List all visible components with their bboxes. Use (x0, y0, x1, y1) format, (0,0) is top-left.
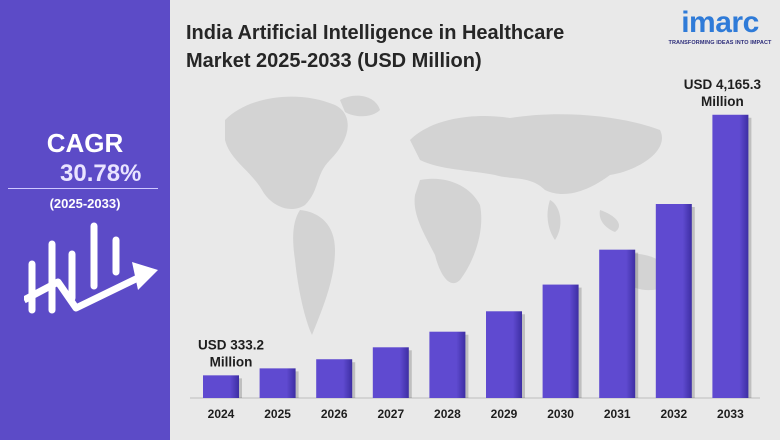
bar-2026 (316, 359, 353, 398)
data-label-2033-unit: Million (701, 94, 744, 109)
cagr-label: CAGR (46, 128, 124, 158)
logo-tagline: TRANSFORMING IDEAS INTO IMPACT (668, 40, 772, 46)
cagr-period: (2025-2033) (49, 196, 121, 211)
data-label-2024-value: USD 333.2 (198, 337, 264, 352)
bar-2027 (372, 347, 409, 398)
cagr-value: 30.78% (60, 160, 142, 187)
x-tick-label-2024: 2024 (208, 407, 235, 421)
x-tick-label-2029: 2029 (491, 407, 518, 421)
bar-2025 (259, 368, 296, 398)
bar-2029 (486, 311, 522, 398)
imarc-logo: imarc TRANSFORMING IDEAS INTO IMPACT (664, 6, 776, 47)
logo-wordmark: imarc (681, 6, 759, 39)
data-label-2033-value: USD 4,165.3 (684, 77, 762, 92)
x-tick-label-2027: 2027 (377, 407, 404, 421)
chart-title-line-1: India Artificial Intelligence in Healthc… (186, 22, 565, 44)
chart-title: India Artificial Intelligence in Healthc… (186, 19, 656, 75)
chart-title-line-2: Market 2025-2033 (USD Million) (186, 50, 482, 72)
cagr-divider (8, 188, 158, 189)
cagr-panel: CAGR 30.78% (2025-2033) (0, 0, 170, 440)
bar-2030 (542, 284, 579, 398)
x-tick-label-2026: 2026 (321, 407, 348, 421)
x-tick-label-2030: 2030 (547, 407, 574, 421)
bar-2028 (429, 331, 466, 398)
x-tick-label-2033: 2033 (717, 407, 744, 421)
bar-2032 (655, 204, 692, 398)
bar-2033 (712, 114, 749, 399)
bar-2024 (203, 375, 239, 398)
data-label-2024-unit: Million (210, 354, 253, 369)
x-tick-label-2025: 2025 (264, 407, 291, 421)
x-tick-label-2028: 2028 (434, 407, 461, 421)
x-tick-label-2031: 2031 (604, 407, 631, 421)
x-tick-label-2032: 2032 (660, 407, 687, 421)
growth-chart-icon (24, 222, 158, 314)
bar-2031 (599, 249, 636, 398)
